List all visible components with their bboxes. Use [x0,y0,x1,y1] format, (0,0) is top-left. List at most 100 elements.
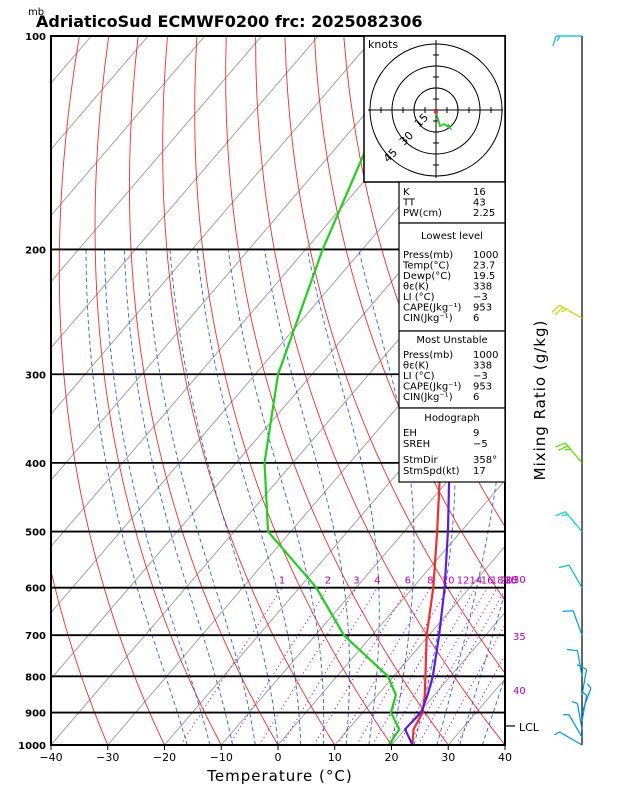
moist-adiabat-line [123,249,234,745]
indices-block-hodo [398,407,506,483]
hodograph-storm-motion [434,110,438,114]
mixing-ratio-label: 16 [481,576,494,587]
hodograph-unit: knots [368,38,398,51]
dry-adiabat-line [255,36,505,745]
isotherm-line [51,36,433,481]
isotherm-line [334,545,505,745]
wind-barb-feather [562,514,568,517]
index-value: 23.7 [473,261,495,272]
index-label: Press(mb) [403,350,453,361]
mixing-ratio-label: 18 [491,576,504,587]
index-label: Dewp(°C) [403,271,451,282]
moist-adiabat-line [85,249,188,745]
wind-barbs [551,35,592,746]
theta-e-label: 40 [513,686,526,697]
axis-labels: mb AdriaticoSud ECMWF0200 frc: 202508230… [18,7,549,785]
dry-adiabat-line [51,568,109,745]
lowest-level-title: Lowest level [421,231,483,242]
wind-barb-feather [581,691,587,696]
mixing-ratio-label: 2 [325,576,331,587]
pressure-tick-label: 600 [25,584,46,595]
wind-barb-feather [576,664,587,670]
wind-barb [581,669,588,696]
mixing-ratio-axis-title: Mixing Ratio (g/kg) [531,320,549,481]
dry-adiabat-line [284,36,505,674]
index-value: 358° [473,455,497,466]
wind-barb [564,442,583,464]
mixing-ratio-label: 10 [442,576,455,587]
dry-adiabat-line [129,36,279,745]
wind-barb-feather [586,683,592,689]
wind-barb-feather [562,610,574,612]
index-label: CIN(Jkg⁻¹) [403,313,453,324]
mixing-ratio-label: 12 [457,576,470,587]
index-value: 19.5 [473,271,495,282]
wind-barb-feather [558,564,570,569]
wind-barb [564,511,583,532]
theta-e-label: 35 [513,632,526,643]
hodograph-index-title: Hodograph [424,413,479,424]
pressure-tick-label: 900 [25,709,46,720]
isotherm-line [277,479,505,745]
index-label: CAPE(Jkg⁻¹) [403,303,461,314]
moist-adiabat-line [104,249,211,745]
index-label: TT [402,198,416,209]
x-tick-label: 40 [498,751,512,764]
x-tick-label: −30 [96,751,119,764]
hodograph-trace [435,111,453,131]
isotherm-line [51,36,262,283]
index-value: 43 [473,198,486,209]
moist-adiabat-line [358,249,415,745]
indices-block-lowest [398,222,506,332]
lcl-label: LCL [519,721,540,734]
mixing-ratio-label: 1 [279,576,285,587]
index-label: StmDir [403,455,438,466]
pressure-tick-label: 1000 [18,741,46,752]
mixing-ratio-label: 14 [469,576,482,587]
dry-adiabat-line [58,36,165,745]
index-label: Temp(°C) [402,261,450,272]
pressure-tick-label: 500 [25,528,46,539]
isotherm-line [51,36,319,349]
dry-adiabat-line [608,36,618,745]
moist-adiabat-line [145,249,256,745]
index-value: 1000 [473,250,498,261]
mixing-ratio-line [408,587,498,745]
wind-barb [559,731,583,746]
wind-barb-feather [556,35,561,42]
pressure-tick-label: 300 [25,370,46,381]
mixing-ratio-line [438,623,505,745]
pressure-tick-label: 200 [25,245,46,256]
index-label: StmSpd(kt) [403,466,460,477]
wind-barb-feather [564,448,571,451]
mixing-ratio-label: 8 [427,576,433,587]
mixing-ratio-line [372,587,464,745]
wind-barb [568,564,583,589]
mixing-ratio-label: 30 [505,576,518,587]
isotherm-line [220,413,505,745]
index-value: −3 [473,371,488,382]
index-value: −5 [473,439,488,450]
pressure-tick-label: 100 [25,32,46,43]
most-unstable-title: Most Unstable [416,335,487,346]
moist-adiabat-line [227,249,325,745]
wind-barb [559,304,583,319]
mixing-ratio-line [313,587,409,745]
mixing-ratio-label: 25 [505,576,518,587]
x-tick-label: 0 [275,751,282,764]
index-value: 1000 [473,350,498,361]
index-value: 338 [473,282,492,293]
wind-barb [581,695,588,722]
wind-barb [576,703,583,730]
indices-block-unstable [398,330,506,409]
dry-adiabat-line [162,36,336,745]
x-tick-label: −20 [153,751,176,764]
wind-barb-feather [561,308,567,313]
theta-e-label: 30 [513,575,526,586]
mixing-ratio-line [337,587,431,745]
stability-indices-table: K 16 TT 43 PW(cm) 2.25 Lowest level Press(mb) 10… [398,181,506,483]
index-label: PW(cm) [403,208,442,219]
moist-adiabat-line [306,249,380,745]
wind-barb-feather [552,35,557,47]
mixing-ratio-label: 6 [405,576,411,587]
